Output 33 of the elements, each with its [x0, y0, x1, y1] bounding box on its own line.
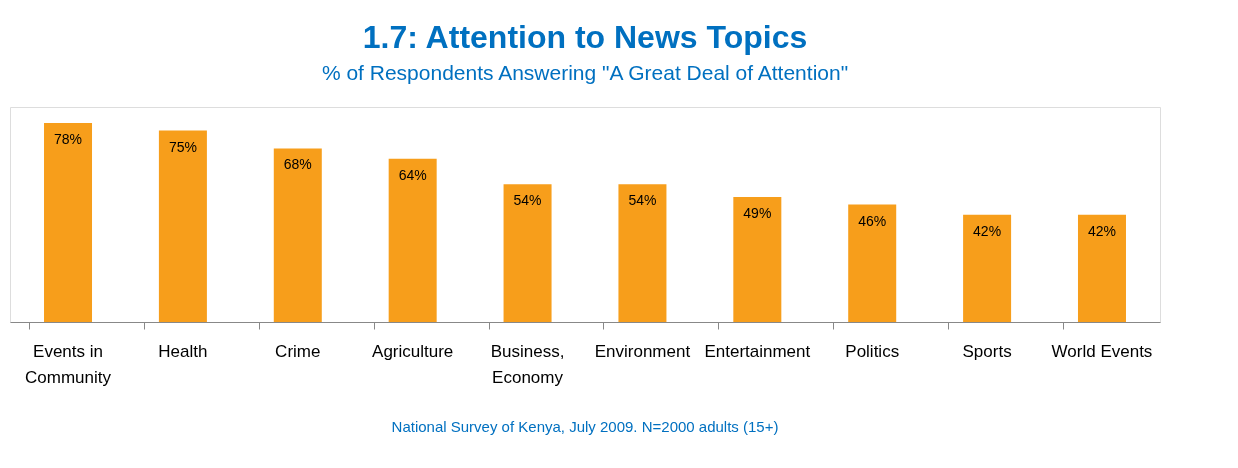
x-tick-label: Business, Economy	[490, 341, 565, 387]
x-tick-label: Events in Community	[25, 341, 112, 387]
bar	[44, 122, 93, 322]
data-label: 42%	[973, 222, 1002, 239]
bar	[388, 158, 437, 322]
bar	[503, 184, 552, 322]
bar	[158, 130, 207, 322]
x-tick-label: Politics	[845, 341, 900, 361]
chart-title: 1.7: Attention to News Topics	[362, 19, 808, 55]
data-label: 75%	[168, 138, 197, 155]
data-label: 54%	[513, 192, 542, 209]
bar	[618, 184, 667, 322]
data-label: 42%	[1087, 222, 1116, 239]
x-tick-label: Sports	[962, 341, 1012, 361]
x-tick-label: Environment	[594, 341, 691, 361]
chart-subtitle: % of Respondents Answering "A Great Deal of Attention"	[321, 61, 849, 84]
bar	[273, 148, 322, 322]
x-tick-label: World Events	[1051, 341, 1153, 361]
data-label: 46%	[858, 212, 887, 229]
data-label: 49%	[743, 204, 772, 221]
data-label: 54%	[628, 192, 657, 209]
bar	[1077, 214, 1126, 322]
bar	[733, 196, 782, 322]
x-tick-label: Crime	[275, 341, 321, 361]
data-label: 78%	[54, 130, 83, 147]
bar	[963, 214, 1012, 322]
data-label: 64%	[398, 166, 427, 183]
text: National Survey of Kenya, July 2009. N=2000 adults (15+)	[391, 418, 779, 435]
data-label: 68%	[283, 156, 312, 173]
x-tick-label: Health	[158, 341, 208, 361]
bar	[848, 204, 897, 322]
x-tick-label: Agriculture	[372, 341, 454, 361]
x-tick-label: Entertainment	[704, 341, 811, 361]
